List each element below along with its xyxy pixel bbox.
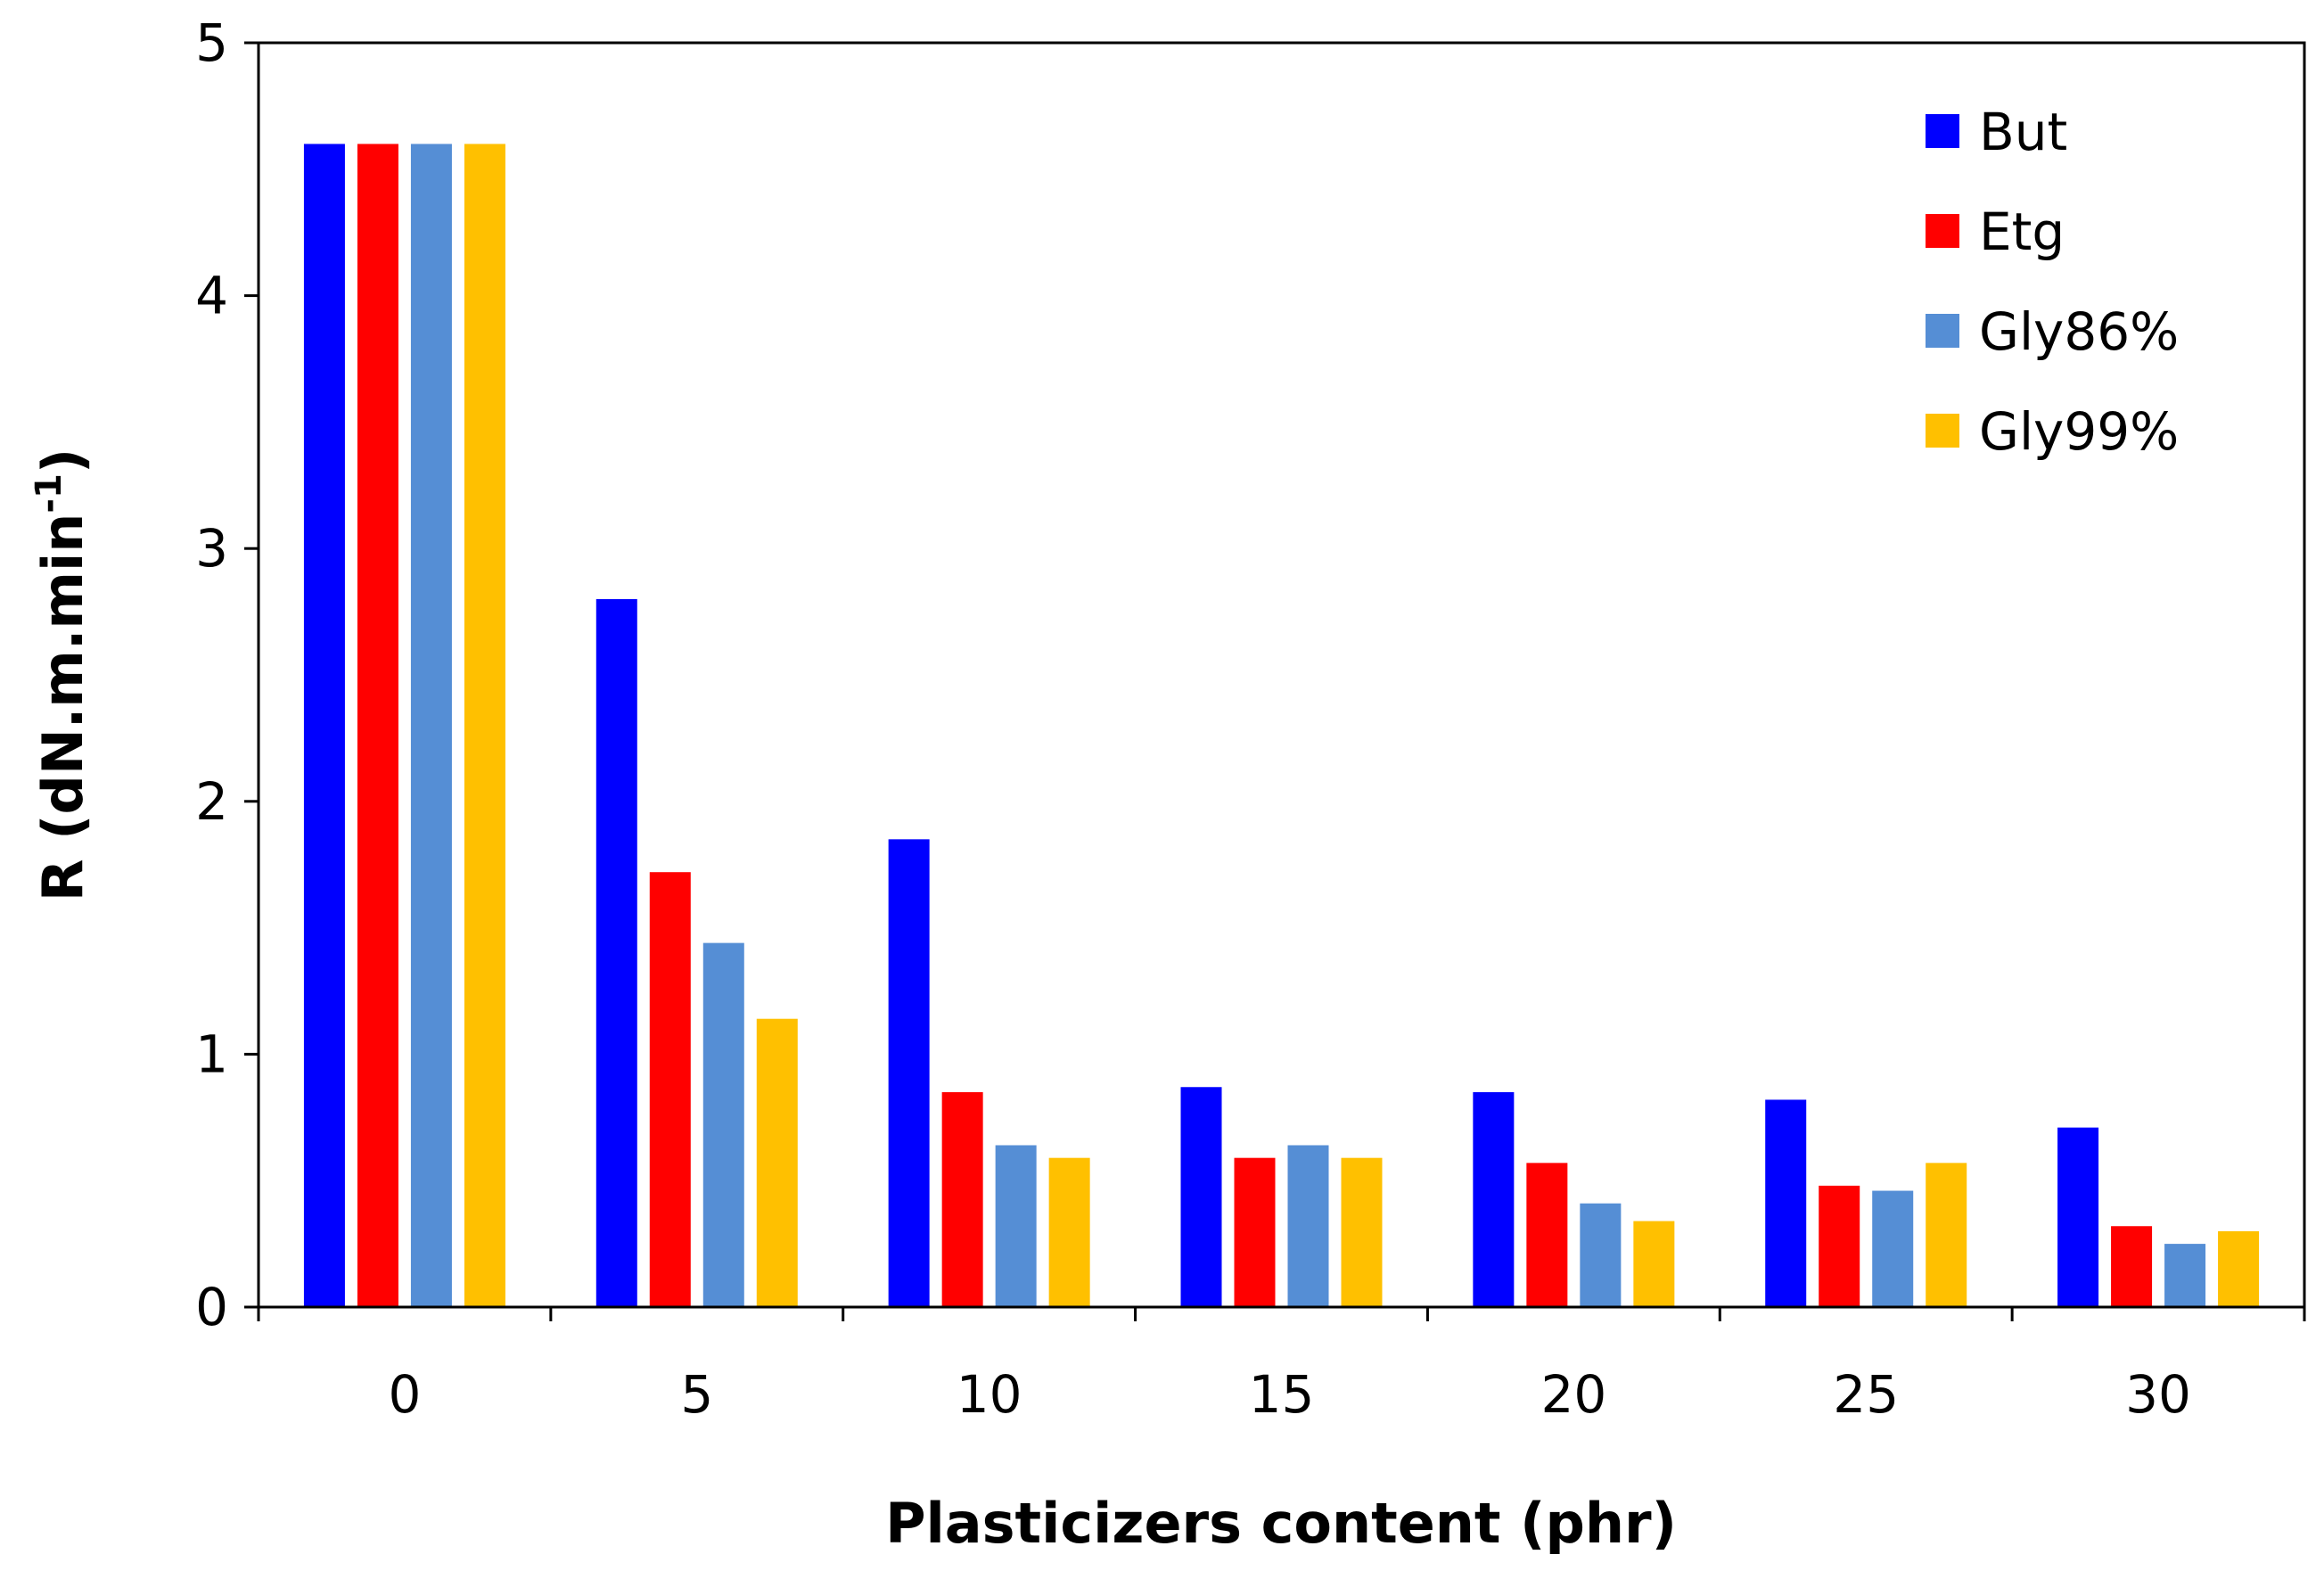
y-axis-title-main: R (dN.m.min (30, 514, 95, 902)
bar-gly86-20 (1580, 1203, 1622, 1307)
legend-label: Etg (1979, 201, 2065, 262)
bar-gly99-0 (464, 144, 505, 1308)
bar-etg-30 (2111, 1226, 2153, 1307)
bar-but-0 (303, 144, 345, 1308)
x-tick-label: 20 (1540, 1364, 1606, 1425)
y-tick-label: 3 (195, 518, 228, 579)
legend-swatch-etg (1926, 214, 1959, 248)
bar-gly99-25 (1926, 1163, 1967, 1307)
bar-gly99-15 (1341, 1157, 1383, 1307)
bar-gly86-5 (702, 942, 744, 1307)
bar-etg-0 (357, 144, 398, 1308)
x-axis-title: Plasticizers content (phr) (885, 1491, 1677, 1556)
x-tick-label: 15 (1249, 1364, 1315, 1425)
x-tick-label: 0 (388, 1364, 421, 1425)
bar-but-25 (1765, 1099, 1807, 1307)
x-axis: 0 5 10 15 20 25 30 (257, 1307, 2306, 1425)
legend-label: But (1979, 102, 2067, 162)
x-tick-label: 30 (2125, 1364, 2191, 1425)
y-axis-title: R (dN.m.min-1) (29, 448, 95, 901)
x-tick-label: 5 (680, 1364, 713, 1425)
bar-etg-10 (941, 1091, 983, 1307)
bar-gly99-30 (2218, 1230, 2260, 1307)
bar-gly86-30 (2164, 1244, 2206, 1307)
legend-swatch-gly99 (1926, 414, 1959, 448)
bar-but-30 (2057, 1127, 2099, 1307)
y-tick-label: 5 (195, 12, 228, 73)
plot-border (257, 41, 2306, 1309)
bar-gly99-20 (1633, 1221, 1675, 1307)
y-axis-title-close: ) (30, 448, 95, 473)
bar-gly86-0 (410, 144, 452, 1308)
bar-gly86-15 (1287, 1145, 1329, 1307)
y-tick-label: 1 (195, 1024, 228, 1084)
x-tick-label: 25 (1833, 1364, 1899, 1425)
bar-gly86-10 (995, 1145, 1037, 1307)
legend-label: Gly86% (1979, 301, 2179, 362)
bar-gly99-5 (756, 1018, 798, 1307)
bar-gly86-25 (1872, 1190, 1914, 1307)
bar-gly99-10 (1048, 1157, 1090, 1307)
y-tick-label: 0 (195, 1277, 228, 1337)
legend-label: Gly99% (1979, 401, 2179, 462)
legend-swatch-but (1926, 114, 1959, 148)
bar-but-15 (1180, 1087, 1222, 1307)
bar-but-5 (595, 598, 637, 1307)
y-axis: 0 1 2 3 4 5 (195, 12, 259, 1337)
bar-etg-5 (649, 872, 691, 1307)
bar-etg-20 (1526, 1163, 1568, 1307)
bars-group (303, 144, 2260, 1308)
x-tick-label: 10 (957, 1364, 1022, 1425)
legend: But Etg Gly86% Gly99% (1926, 102, 2179, 462)
legend-swatch-gly86 (1926, 314, 1959, 348)
bar-etg-25 (1819, 1185, 1860, 1307)
bar-but-20 (1473, 1091, 1515, 1307)
bar-etg-15 (1234, 1157, 1276, 1307)
y-tick-label: 2 (195, 771, 228, 832)
y-axis-title-superscript: -1 (29, 473, 70, 513)
y-tick-label: 4 (195, 266, 228, 326)
bar-but-10 (888, 839, 930, 1307)
